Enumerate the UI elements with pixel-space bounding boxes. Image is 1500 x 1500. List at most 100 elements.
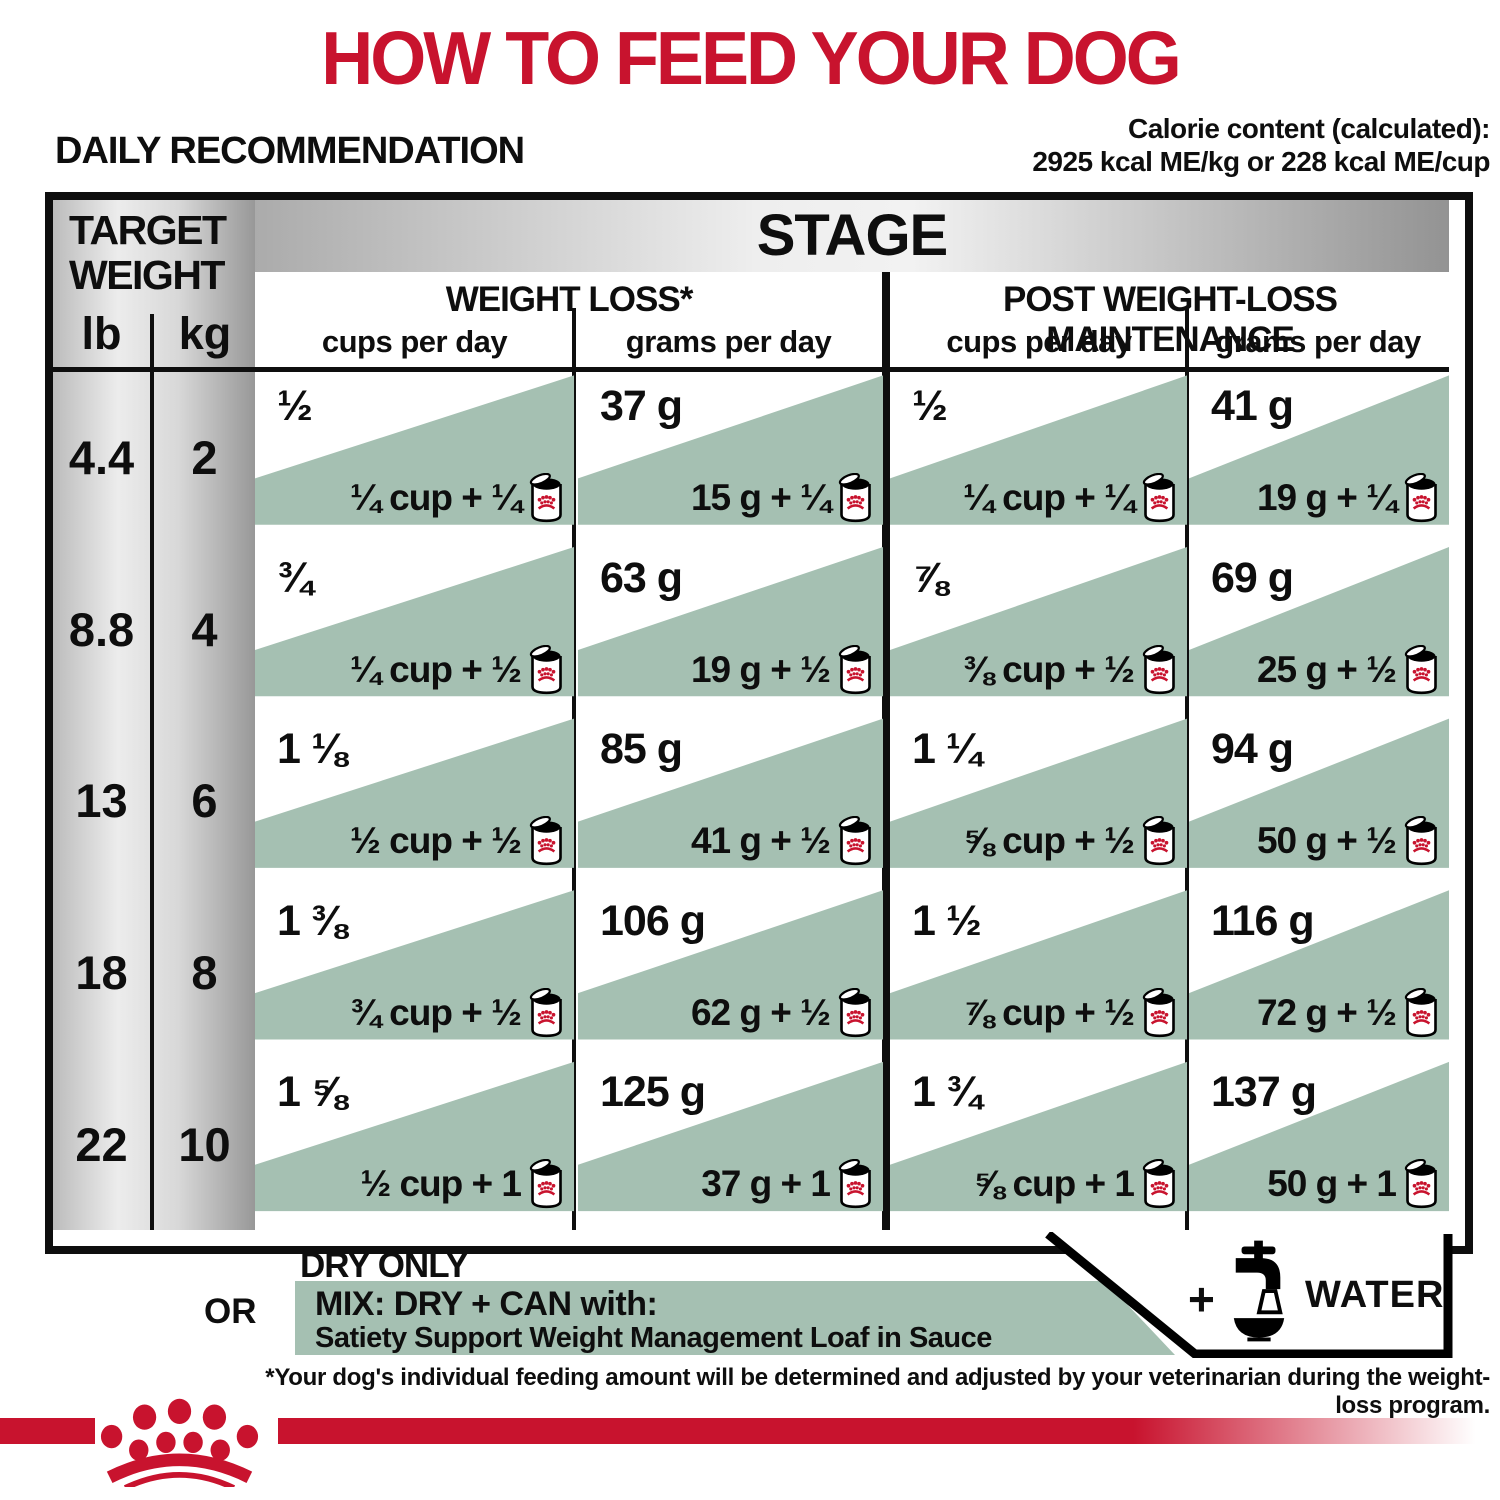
table-row: 8.8 4 ¾ ¼ cup + ½ 63 g 19 g + ½ ⅞ ⅜ cup + ½ bbox=[53, 544, 1449, 716]
unit-kg-label: kg bbox=[178, 308, 232, 359]
can-icon bbox=[529, 816, 562, 866]
mix-amount: 19 g + ½ bbox=[691, 644, 873, 695]
mix-amount-text: 19 g + ¼ bbox=[1256, 477, 1397, 519]
mix-title: MIX: DRY + CAN with: bbox=[315, 1285, 658, 1323]
target-weight-kg-value: 6 bbox=[191, 774, 218, 828]
royal-canin-crown-logo bbox=[100, 1398, 259, 1487]
feeding-cell: 69 g 25 g + ½ bbox=[1189, 544, 1449, 716]
feeding-cell: 1 ⅛ ½ cup + ½ bbox=[255, 715, 574, 887]
dry-amount: 106 g bbox=[600, 896, 706, 945]
stage-header-label: STAGE bbox=[756, 203, 949, 268]
dry-amount: 1 ¾ bbox=[912, 1068, 982, 1117]
feeding-cell: 63 g 19 g + ½ bbox=[578, 544, 883, 716]
mix-amount: ⅝ cup + 1 bbox=[973, 1159, 1177, 1209]
target-weight-kg-value: 4 bbox=[191, 602, 218, 656]
dry-amount: 137 g bbox=[1211, 1068, 1317, 1117]
wl-grams-column-header: grams per day bbox=[625, 324, 832, 359]
feeding-cell: 137 g 50 g + 1 bbox=[1189, 1058, 1449, 1230]
can-icon bbox=[1404, 1159, 1437, 1209]
dry-amount: 1 ⅛ bbox=[277, 725, 347, 774]
can-icon bbox=[1142, 816, 1175, 866]
pwl-grams-column-header: grams per day bbox=[1215, 324, 1421, 359]
footer-red-band-right bbox=[278, 1418, 1500, 1444]
dry-amount: ½ bbox=[912, 382, 948, 430]
mix-amount: ¼ cup + ¼ bbox=[963, 473, 1177, 523]
mix-amount: ⅜ cup + ½ bbox=[963, 644, 1177, 695]
dry-only-label: DRY ONLY bbox=[300, 1246, 469, 1285]
feeding-cell: 116 g 72 g + ½ bbox=[1189, 887, 1449, 1059]
wl-cups-column-header: cups per day bbox=[321, 324, 508, 359]
mix-amount: ¼ cup + ¼ bbox=[350, 473, 564, 523]
dry-amount: 1 ⅜ bbox=[277, 896, 347, 945]
dry-amount: ½ bbox=[277, 382, 313, 430]
mix-amount-text: ¼ cup + ½ bbox=[350, 648, 522, 690]
dry-amount: 94 g bbox=[1211, 725, 1294, 774]
feeding-cell: ¾ ¼ cup + ½ bbox=[255, 544, 574, 716]
target-weight-lb-value: 4.4 bbox=[68, 431, 135, 485]
table-row: 18 8 1 ⅜ ¾ cup + ½ 106 g 62 g + ½ 1 ½ ⅞ cup +… bbox=[53, 887, 1449, 1059]
can-icon bbox=[838, 644, 871, 694]
can-icon bbox=[529, 644, 562, 694]
mix-amount: ½ cup + 1 bbox=[360, 1159, 564, 1209]
target-weight-lb-value: 13 bbox=[75, 774, 128, 828]
can-icon bbox=[1142, 1159, 1175, 1209]
feeding-table: STAGE TARGET WEIGHT lb kg WEIGHT LOSS* P… bbox=[45, 192, 1473, 1254]
unit-lb-label: lb bbox=[81, 308, 122, 359]
mix-amount: 15 g + ¼ bbox=[691, 473, 873, 523]
target-weight-lb-value: 22 bbox=[75, 1117, 128, 1171]
calorie-content-line2: 2925 kcal ME/kg or 228 kcal ME/cup bbox=[1032, 146, 1490, 177]
target-weight-lb-value: 8.8 bbox=[68, 602, 135, 656]
target-weight-kg-value: 8 bbox=[191, 946, 218, 1000]
calorie-content: Calorie content (calculated): 2925 kcal … bbox=[850, 112, 1490, 178]
table-row: 4.4 2 ½ ¼ cup + ¼ 37 g 15 g + ¼ ½ ¼ cup + ¼ bbox=[53, 372, 1449, 544]
can-icon bbox=[529, 473, 562, 523]
can-icon bbox=[1142, 473, 1175, 523]
mix-amount-text: ¾ cup + ½ bbox=[350, 991, 522, 1033]
mix-amount-text: ½ cup + ½ bbox=[350, 820, 522, 862]
feeding-cell: ⅞ ⅜ cup + ½ bbox=[890, 544, 1187, 716]
dry-amount: 1 ¼ bbox=[912, 725, 982, 774]
mix-amount-text: 50 g + ½ bbox=[1256, 820, 1397, 862]
separator-stage-groups bbox=[882, 272, 890, 1230]
mix-amount-text: 41 g + ½ bbox=[690, 820, 831, 862]
mix-amount: ½ cup + ½ bbox=[350, 816, 564, 866]
feeding-cell: 41 g 19 g + ¼ bbox=[1189, 372, 1449, 544]
feeding-cell: ½ ¼ cup + ¼ bbox=[255, 372, 574, 544]
can-icon bbox=[838, 987, 871, 1037]
mix-amount-text: ½ cup + 1 bbox=[360, 1163, 522, 1205]
dry-amount: 37 g bbox=[600, 382, 683, 430]
dry-amount: 69 g bbox=[1211, 553, 1294, 602]
feeding-cell: 37 g 15 g + ¼ bbox=[578, 372, 883, 544]
water-callout-box bbox=[1045, 1232, 1453, 1358]
mix-amount: 19 g + ¼ bbox=[1257, 473, 1439, 523]
footer-red-band-left bbox=[0, 1418, 95, 1444]
target-weight-kg-value: 2 bbox=[191, 431, 218, 485]
can-icon bbox=[1142, 987, 1175, 1037]
post-weight-loss-group-header: POST WEIGHT-LOSS MAINTENANCE bbox=[1002, 280, 1338, 359]
mix-amount-text: ¼ cup + ¼ bbox=[350, 477, 522, 519]
mix-amount-text: ⅝ cup + 1 bbox=[973, 1163, 1135, 1205]
dry-amount: 125 g bbox=[600, 1068, 706, 1117]
target-weight-lb-value: 18 bbox=[75, 946, 128, 1000]
can-icon bbox=[529, 987, 562, 1037]
feeding-cell: 125 g 37 g + 1 bbox=[578, 1058, 883, 1230]
table-body: 4.4 2 ½ ¼ cup + ¼ 37 g 15 g + ¼ ½ ¼ cup + ¼ bbox=[53, 372, 1449, 1230]
mix-amount: 50 g + ½ bbox=[1257, 816, 1439, 866]
separator-lb-kg bbox=[150, 372, 154, 1230]
page-title: HOW TO FEED YOUR DOG bbox=[321, 17, 1181, 101]
dry-amount: 116 g bbox=[1211, 896, 1315, 945]
mix-legend-box bbox=[295, 1281, 1175, 1355]
target-weight-kg-value: 10 bbox=[178, 1117, 231, 1171]
footnote: *Your dog's individual feeding amount wi… bbox=[265, 1364, 1490, 1419]
separator-pwl-cups-grams bbox=[1185, 308, 1189, 1230]
feeding-cell: 106 g 62 g + ½ bbox=[578, 887, 883, 1059]
mix-amount-text: 37 g + 1 bbox=[701, 1163, 831, 1205]
calorie-content-line1: Calorie content (calculated): bbox=[1127, 113, 1491, 144]
mix-amount-text: 50 g + 1 bbox=[1267, 1163, 1397, 1205]
can-icon bbox=[838, 816, 871, 866]
mix-amount-text: 62 g + ½ bbox=[690, 991, 831, 1033]
water-plus-sign: + bbox=[1188, 1273, 1215, 1325]
weight-loss-group-header: WEIGHT LOSS* bbox=[445, 280, 694, 319]
water-label: WATER bbox=[1305, 1274, 1445, 1316]
dry-amount: 1 ½ bbox=[912, 896, 982, 945]
